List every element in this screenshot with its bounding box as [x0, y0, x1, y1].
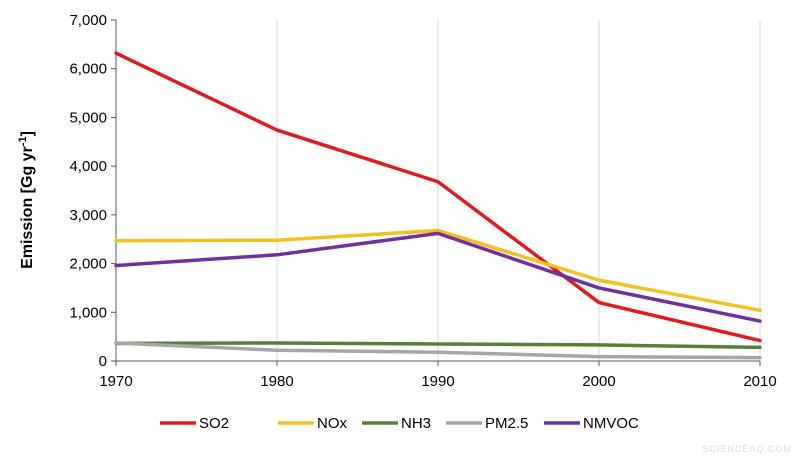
legend-label-pm2-5: PM2.5	[485, 415, 528, 432]
legend: SO2 NOx NH3 PM2.5 NMVOC	[160, 415, 639, 432]
x-tick-label: 1970	[99, 373, 132, 390]
y-tick-label: 4,000	[69, 158, 107, 175]
y-tick-label: 0	[99, 353, 107, 370]
x-tick-label: 2000	[582, 373, 615, 390]
series-line-nox	[114, 228, 762, 313]
series-line-nh3	[114, 341, 762, 350]
y-tick-label: 1,000	[69, 304, 107, 321]
y-tick-label: 5,000	[69, 109, 107, 126]
x-tick-label: 1980	[260, 373, 293, 390]
y-tick-label: 7,000	[69, 12, 107, 29]
x-tick-label: 1990	[421, 373, 454, 390]
legend-label-nox: NOx	[317, 415, 348, 432]
grid	[276, 20, 761, 361]
y-tick-labels: 0 1,000 2,000 3,000 4,000 5,000 6,000 7,000	[69, 12, 107, 370]
watermark-text: SCIENCEAQ.COM	[702, 444, 792, 454]
series-line-pm2-5	[114, 341, 762, 360]
series-line-so2	[114, 51, 762, 343]
series-lines	[114, 51, 762, 360]
y-tick-label: 3,000	[69, 207, 107, 224]
legend-label-so2: SO2	[199, 415, 229, 432]
y-tick-label: 6,000	[69, 61, 107, 78]
legend-label-nh3: NH3	[401, 415, 431, 432]
series-line-nmvoc	[114, 231, 762, 323]
legend-label-nmvoc: NMVOC	[583, 415, 639, 432]
x-tick-labels: 1970 1980 1990 2000 2010	[99, 373, 776, 390]
x-tick-label: 2010	[743, 373, 776, 390]
axes	[111, 19, 761, 366]
y-axis-label: Emission [Gg yr-1]	[17, 131, 36, 269]
y-tick-label: 2,000	[69, 256, 107, 273]
